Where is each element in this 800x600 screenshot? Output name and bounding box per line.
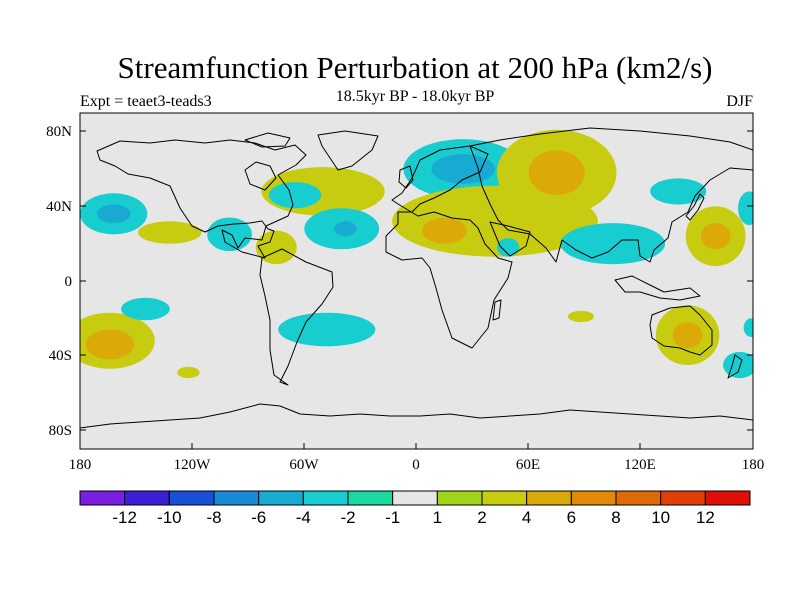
lon-tick-label: 180 <box>69 457 92 473</box>
lon-tick-label: 120W <box>174 457 212 473</box>
antarctica-coast <box>80 403 753 429</box>
colorbar-label: 8 <box>611 508 620 527</box>
anomaly-region <box>560 223 666 265</box>
colorbar-swatch <box>258 490 304 506</box>
japan-coast <box>685 193 705 221</box>
lat-tick-label: 0 <box>65 274 73 290</box>
lat-tick-label: 80N <box>46 124 72 140</box>
lat-ticks <box>80 130 753 431</box>
north-america-coast <box>96 139 307 259</box>
anomaly-region <box>334 221 357 237</box>
lat-tick-label: 80S <box>49 423 72 439</box>
lon-tick-label: 120E <box>624 457 656 473</box>
colorbar-label: -8 <box>206 508 221 527</box>
uk-coast <box>398 165 414 189</box>
map-title: Streamfunction Perturbation at 200 hPa (… <box>117 50 713 85</box>
colorbar-label: -1 <box>385 508 400 527</box>
colorbar-swatch <box>213 490 260 506</box>
colorbar-label: 6 <box>567 508 576 527</box>
colorbar-label: 12 <box>696 508 715 527</box>
madagascar-coast <box>492 299 502 321</box>
lon-tick-label: 0 <box>412 457 420 473</box>
lon-ticks <box>191 443 641 449</box>
colorbar-label: -12 <box>112 508 137 527</box>
anomaly-region <box>672 322 703 349</box>
colorbar-label: -2 <box>340 508 355 527</box>
colorbar-swatch <box>615 490 662 506</box>
anomaly-region <box>650 178 707 205</box>
colorbar-label: -6 <box>251 508 266 527</box>
experiment-label: Expt = teaet3-teads3 <box>80 93 212 110</box>
anomaly-region <box>268 182 322 209</box>
lat-tick-label: 40S <box>49 348 72 364</box>
colorbar-swatch <box>481 490 528 506</box>
anomaly-region <box>96 204 131 224</box>
colorbar-label: 4 <box>522 508 531 527</box>
colorbar-label: -4 <box>296 508 311 527</box>
colorbar-swatch <box>660 490 706 506</box>
new-zealand-coast <box>727 354 743 379</box>
colorbar-swatch <box>570 490 617 506</box>
period-label: 18.5kyr BP - 18.0kyr BP <box>335 88 495 105</box>
colorbar-swatch <box>436 490 483 506</box>
anomaly-region <box>743 318 753 337</box>
anomaly-region <box>700 223 731 250</box>
arabia-coast <box>489 221 531 257</box>
colorbar-swatch <box>347 490 394 506</box>
anomaly-region <box>177 366 200 379</box>
colorbar-swatch <box>168 490 215 506</box>
colorbar-swatch <box>526 490 572 506</box>
lat-tick-label: 40N <box>46 199 72 215</box>
arctic-islands-coast <box>244 132 291 148</box>
asia-coast <box>469 127 753 263</box>
colorbar-swatch <box>704 490 751 506</box>
anomaly-region <box>137 221 202 244</box>
lon-tick-label: 60E <box>516 457 540 473</box>
anomaly-region <box>496 238 520 257</box>
anomaly-region <box>567 310 595 323</box>
season-label: DJF <box>726 93 753 110</box>
colorbar-label: 2 <box>477 508 486 527</box>
maritime-islands-coast <box>614 275 701 301</box>
south-america-coast <box>259 248 334 386</box>
colorbar-label: 1 <box>433 508 442 527</box>
colorbar-swatch <box>302 490 349 506</box>
lon-tick-label: 60W <box>289 457 319 473</box>
anomaly-region <box>528 150 585 196</box>
lon-tick-label: 180 <box>742 457 765 473</box>
hudson-bay-coast <box>244 161 277 191</box>
anomaly-region <box>738 191 753 225</box>
anomaly-region <box>431 154 496 184</box>
australia-coast <box>649 305 713 356</box>
coastlines <box>80 127 753 429</box>
colorbar-swatch <box>124 490 170 506</box>
colorbar-swatch <box>392 490 438 506</box>
colorbar-label: 10 <box>651 508 670 527</box>
anomaly-region <box>278 312 376 347</box>
colorbar: -12 -10 -8 -6 -4 -2 -1 1 2 4 6 8 10 12 <box>79 490 751 527</box>
anomaly-region <box>121 297 170 321</box>
anomaly-region <box>85 329 135 360</box>
colorbar-label: -10 <box>157 508 182 527</box>
colorbar-swatch <box>79 490 126 506</box>
anomaly-region <box>422 217 467 244</box>
greenland-coast <box>317 130 379 171</box>
